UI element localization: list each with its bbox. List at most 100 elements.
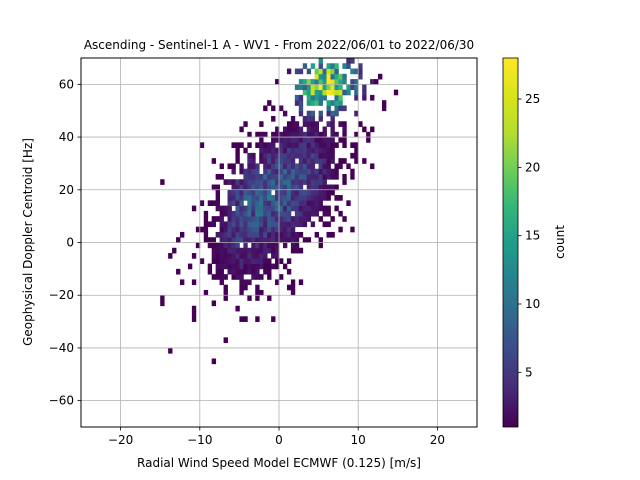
heatmap-bin [247,253,252,259]
heatmap-bin [267,173,272,180]
heatmap-bin [239,195,244,201]
heatmap-bin [267,274,272,280]
heatmap-bin [211,358,217,365]
heatmap-bin [227,263,232,270]
heatmap-bin [255,195,260,201]
heatmap-bin [247,179,252,185]
heatmap-bin [294,195,300,201]
heatmap-bin [271,200,276,206]
heatmap-bin [239,279,244,286]
heatmap-bin [211,158,217,164]
heatmap-bin [275,242,280,249]
heatmap-bin [318,184,323,191]
heatmap-bin [346,63,351,69]
heatmap-bin [235,179,240,185]
heatmap-bin [259,179,264,185]
chart-title: Ascending - Sentinel-1 A - WV1 - From 20… [84,38,474,52]
heatmap-bin [223,274,228,280]
heatmap-bin [227,200,232,206]
heatmap-bin [330,63,335,69]
heatmap-bin [243,253,248,259]
heatmap-bin [239,316,244,322]
heatmap-bin [231,184,236,191]
heatmap-bin [338,84,343,91]
heatmap-bin [286,126,292,133]
heatmap-bin [211,247,217,254]
heatmap-bin [231,200,236,206]
heatmap-bin [259,231,264,238]
heatmap-bin [334,184,339,191]
heatmap-bin [294,152,300,159]
heatmap-bin [251,195,256,201]
heatmap-bin [290,184,296,191]
heatmap-bin [326,184,331,191]
heatmap-bin [286,152,292,159]
heatmap-bin [160,179,165,185]
heatmap-bin [235,221,240,228]
heatmap-bin [282,226,288,233]
heatmap-bin [279,237,284,243]
heatmap-bin [310,142,316,149]
heatmap-bin [350,152,355,159]
heatmap-bin [180,231,185,238]
heatmap-bin [267,163,272,170]
heatmap-bin [251,216,256,222]
heatmap-bin [330,173,335,180]
heatmap-bin [275,137,280,143]
heatmap-bin [275,147,280,154]
heatmap-bin [294,189,300,196]
colorbar-tick-label: 20 [525,160,540,174]
heatmap-bin [259,205,264,212]
heatmap-bin [235,263,240,270]
heatmap-bin [259,158,264,164]
heatmap-bin [334,79,339,85]
heatmap-bin [275,247,280,254]
heatmap-bin [298,200,304,206]
heatmap-bin [282,168,288,175]
heatmap-bin [243,168,248,175]
heatmap-bin [267,231,272,238]
heatmap-bin [259,189,264,196]
heatmap-bin [239,142,244,149]
heatmap-bin [199,258,205,264]
heatmap-bin [227,231,232,238]
heatmap-bin [358,63,363,69]
heatmap-bin [302,179,308,185]
heatmap-bin [314,200,319,206]
heatmap-bin [259,221,264,228]
heatmap-bin [298,152,304,159]
heatmap-bin [279,274,284,280]
heatmap-bin [279,195,284,201]
heatmap-bin [259,137,264,143]
heatmap-bin [310,205,316,212]
heatmap-bin [322,163,327,170]
heatmap-bin [259,263,264,270]
heatmap-bin [239,258,244,264]
heatmap-bin [271,147,276,154]
heatmap-bin [330,168,335,175]
heatmap-bin [259,121,264,127]
heatmap-bin [326,137,331,143]
heatmap-bin [310,100,316,106]
heatmap-bin [322,179,327,185]
heatmap-bin [255,237,260,243]
heatmap-bin [263,210,268,217]
heatmap-bin [211,300,217,307]
heatmap-bin [314,189,319,196]
heatmap-bin [172,247,177,254]
heatmap-bin [286,205,292,212]
heatmap-bin [298,231,304,238]
heatmap-bin [267,168,272,175]
colorbar-tick-label: 10 [525,297,540,311]
heatmap-bin [294,94,300,101]
heatmap-bin [259,210,264,217]
heatmap-bin [354,79,359,85]
heatmap-bin [354,68,359,75]
heatmap-bin [247,195,252,201]
heatmap-bin [322,221,327,228]
heatmap-bin [290,121,296,127]
heatmap-bin [314,158,319,164]
y-tick-label: 60 [59,77,74,91]
heatmap-bin [203,221,209,228]
heatmap-bin [298,147,304,154]
